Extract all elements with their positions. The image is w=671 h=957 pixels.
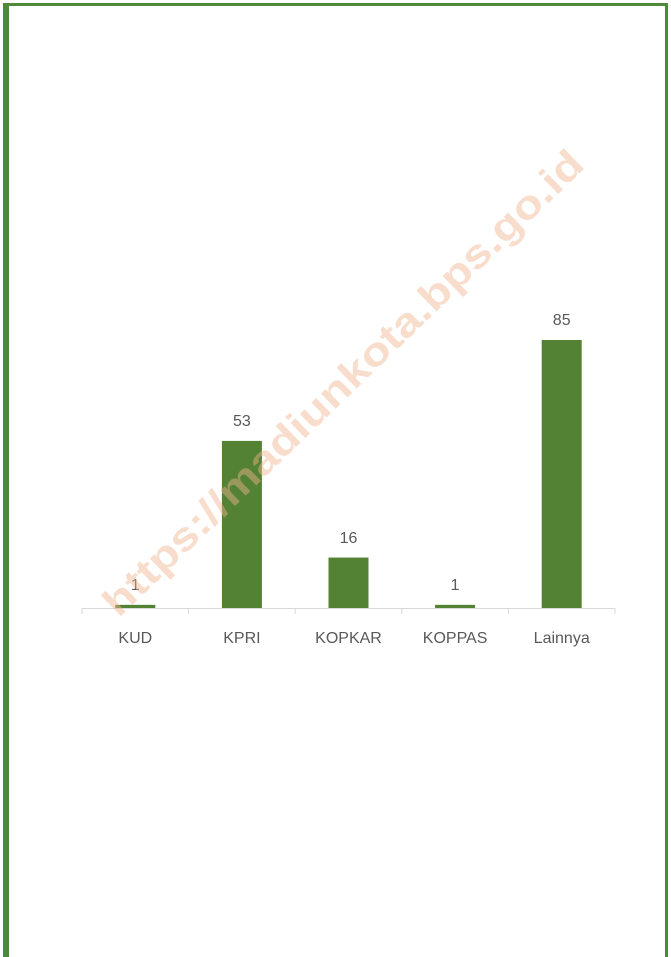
x-tick-label: Lainnya — [534, 630, 590, 647]
x-tick-label: KOPKAR — [315, 630, 382, 647]
bar — [541, 340, 582, 608]
x-tick-label: KOPPAS — [423, 630, 488, 647]
frame-right — [665, 3, 668, 957]
frame-top — [3, 3, 668, 6]
frame-left — [3, 3, 9, 957]
data-label: 16 — [340, 530, 358, 547]
bar — [435, 604, 476, 608]
data-label: 85 — [553, 312, 571, 329]
bar — [115, 604, 156, 608]
x-tick-label: KPRI — [223, 630, 260, 647]
data-label: 1 — [451, 577, 460, 594]
bar — [221, 440, 262, 608]
plot: 1 KUD 53 KPRI 16 KOPKAR 1 KOPPAS 85 Lainnya — [81, 312, 616, 647]
bar — [328, 557, 369, 608]
data-label: 1 — [131, 577, 140, 594]
x-tick-label: KUD — [118, 630, 152, 647]
data-label: 53 — [233, 413, 251, 430]
